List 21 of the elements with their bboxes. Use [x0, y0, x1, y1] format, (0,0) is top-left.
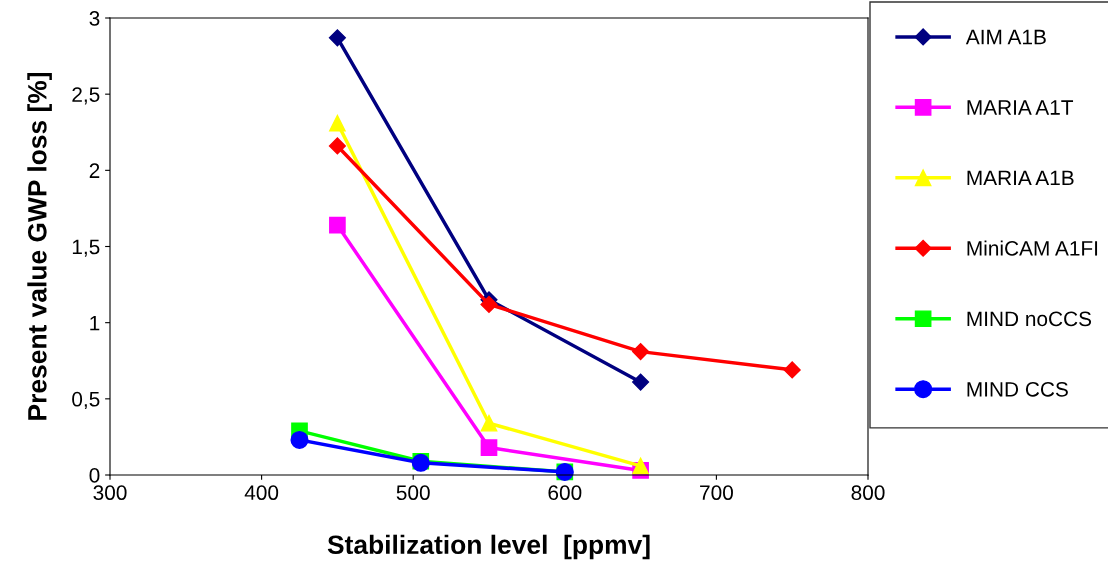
legend-label: MiniCAM A1FI — [967, 240, 1098, 256]
y-tick-label: 0 — [89, 468, 100, 483]
legend-label: MARIA A1T — [967, 100, 1074, 115]
x-tick-label: 400 — [244, 485, 279, 501]
y-tick-label: 2,5 — [72, 87, 100, 105]
y-tick-label: 2 — [89, 163, 100, 178]
y-tick-label: 0,5 — [72, 391, 100, 410]
x-tick-label: 800 — [851, 485, 885, 501]
x-axis-title: Stabilization level [ppmv] — [327, 534, 650, 560]
y-tick-label: 1 — [90, 315, 100, 331]
x-tick-label: 300 — [93, 485, 127, 501]
y-axis-title: Present value GWP loss [%] — [27, 72, 52, 420]
legend-label: MIND CCS — [967, 381, 1068, 397]
legend-label: MARIA A1B — [967, 170, 1074, 186]
y-tick-label: 3 — [89, 11, 100, 26]
y-tick-label: 1,5 — [72, 239, 100, 257]
x-tick-label: 600 — [548, 485, 582, 501]
x-tick-label: 500 — [396, 485, 430, 501]
x-tick-label: 700 — [700, 485, 733, 501]
legend-label: MIND noCCS — [967, 311, 1092, 327]
legend-label: AIM A1B — [965, 29, 1046, 45]
